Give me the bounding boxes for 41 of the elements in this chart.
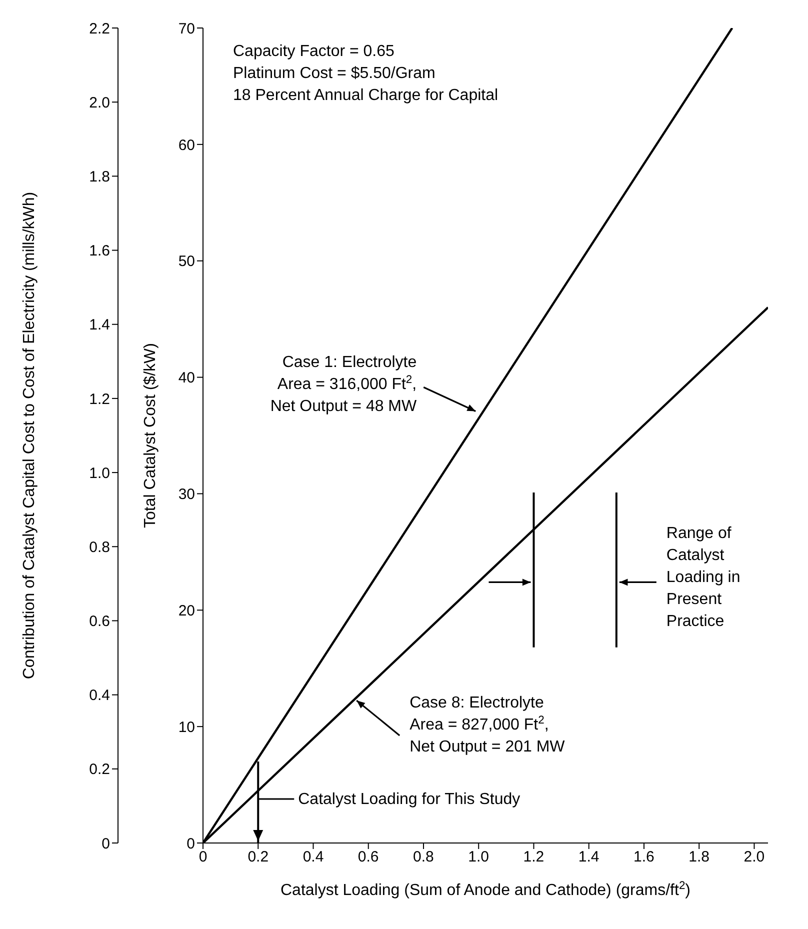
x-tick-label: 1.6 — [634, 848, 654, 866]
y-tick-label: 40 — [178, 370, 195, 387]
y2-tick-label: 1.6 — [89, 242, 110, 260]
annotation: 18 Percent Annual Charge for Capital — [233, 87, 498, 104]
annotation: Capacity Factor = 0.65 — [233, 43, 395, 60]
annotation: Case 1: Electrolyte Area = 316,000 Ft$^{2}$, Net Output = 48 MW — [270, 354, 418, 416]
x-tick-label: 0.6 — [358, 848, 379, 866]
y-tick-label: 20 — [178, 602, 195, 620]
x-tick-label: 2.0 — [744, 848, 765, 866]
x-tick-label: 1.4 — [578, 848, 600, 866]
x-tick-label: 1.2 — [523, 848, 544, 866]
y2-tick-label: 2.2 — [89, 20, 110, 38]
x-tick-label: 0.4 — [302, 848, 324, 866]
y2-tick-label: 1.0 — [89, 464, 110, 482]
annotation: Platinum Cost = $5.50/Gram — [233, 65, 436, 82]
y-tick-label: 10 — [178, 718, 195, 736]
y2-axis-title: Contribution of Catalyst Capital Cost to Cost of Electricity (mills/kWh) — [21, 192, 38, 680]
x-tick-label: 1.0 — [468, 848, 490, 866]
x-tick-label: 1.8 — [688, 848, 710, 866]
y-tick-label: 70 — [178, 20, 195, 38]
y2-tick-label: 1.8 — [89, 168, 110, 186]
y2-tick-label: 1.4 — [89, 316, 110, 334]
x-tick-label: 0.8 — [413, 848, 434, 866]
y2-tick-label: 0.8 — [89, 538, 110, 556]
y-tick-label: 50 — [178, 253, 195, 270]
x-axis-title: Catalyst Loading (Sum of Anode and Cathode) (grams/ft$^{2}$) — [280, 880, 691, 899]
x-tick-label: 0 — [198, 848, 208, 866]
y2-tick-label: 0 — [102, 835, 110, 852]
ref-line-label: Range of Catalyst Loading in Present Practice — [666, 525, 740, 630]
y2-tick-label: 0.6 — [89, 613, 110, 630]
y2-tick-label: 2.0 — [89, 94, 110, 112]
y-tick-label: 60 — [178, 136, 195, 154]
y-tick-label: 30 — [178, 486, 195, 504]
x-tick-label: 0.2 — [248, 848, 269, 866]
ref-line-label: Catalyst Loading for This Study — [298, 791, 520, 808]
annotation: Case 8: Electrolyte Area = 827,000 Ft$^{2}$, Net Output = 201 MW — [410, 694, 566, 756]
y2-tick-label: 0.2 — [89, 761, 110, 778]
y2-tick-label: 1.2 — [89, 390, 110, 408]
y-axis-title: Total Catalyst Cost ($/kW) — [142, 343, 159, 528]
y-tick-label: 0 — [186, 835, 195, 852]
y2-tick-label: 0.4 — [89, 687, 110, 704]
